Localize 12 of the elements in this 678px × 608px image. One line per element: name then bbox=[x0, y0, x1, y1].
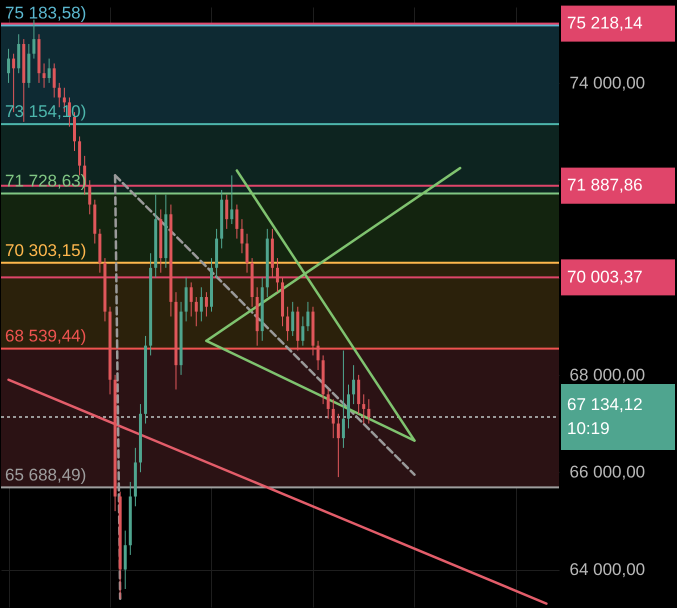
y-tick-label: 64 000,00 bbox=[570, 560, 646, 580]
y-tick-label: 74 000,00 bbox=[570, 73, 646, 92]
annotation: 68 539,44) bbox=[5, 326, 86, 346]
y-tick-label: 66 000,00 bbox=[570, 462, 646, 482]
annotation: 70 303,15) bbox=[5, 240, 86, 260]
y-tick-label: 68 000,00 bbox=[570, 365, 646, 384]
annotation: 75 183,58) bbox=[5, 3, 86, 22]
annotation: 65 688,49) bbox=[5, 465, 86, 484]
ref-line-label: 67 134,12 10:19 bbox=[567, 395, 643, 438]
ref-line-label: 70 003,37 bbox=[567, 267, 643, 286]
ref-line-label: 71 887,86 bbox=[567, 176, 643, 195]
ref-line-label: 75 218,14 bbox=[567, 14, 643, 33]
